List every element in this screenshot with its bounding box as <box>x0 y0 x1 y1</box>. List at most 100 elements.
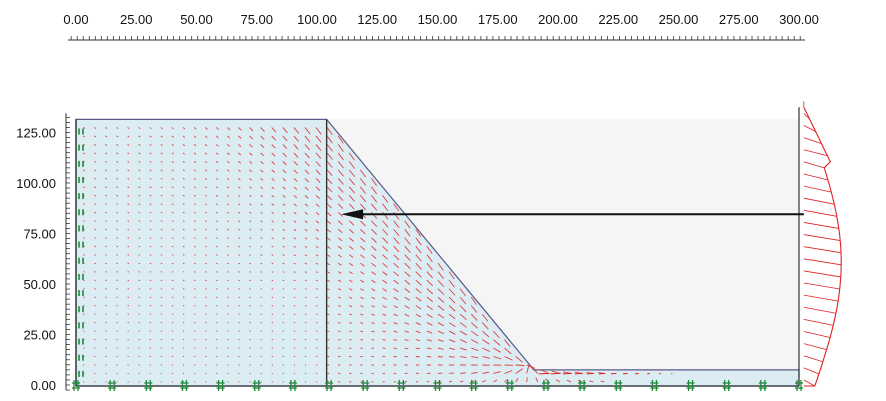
displacement-vector <box>216 263 217 264</box>
displacement-vector <box>194 238 195 239</box>
displacement-vector <box>338 323 340 324</box>
load-diagram-arrow <box>804 210 837 216</box>
displacement-vector <box>449 373 454 374</box>
displacement-vector <box>659 373 661 374</box>
displacement-vector <box>250 263 251 264</box>
displacement-vector <box>261 263 262 264</box>
x-tick-label: 75.00 <box>240 12 273 27</box>
y-tick-label: 50.00 <box>23 277 56 292</box>
displacement-vector <box>172 246 173 247</box>
displacement-vector <box>227 272 228 273</box>
displacement-vector <box>150 255 151 256</box>
load-diagram-arrow <box>804 247 841 253</box>
displacement-vector <box>150 229 151 230</box>
displacement-vector <box>205 246 206 247</box>
load-diagram-arrow <box>804 259 841 265</box>
displacement-vector <box>116 212 118 213</box>
load-diagram-arrow <box>804 150 828 156</box>
displacement-vector <box>150 221 151 222</box>
displacement-vector <box>671 373 672 374</box>
displacement-vector <box>94 221 96 222</box>
displacement-vector <box>371 340 374 341</box>
displacement-vector <box>227 263 228 264</box>
displacement-vector <box>94 212 96 213</box>
displacement-vector <box>527 377 528 382</box>
y-tick-label: 25.00 <box>23 328 56 343</box>
load-diagram-arrow <box>804 162 824 168</box>
load-diagram-arrow <box>804 319 833 325</box>
displacement-vector <box>623 373 628 374</box>
x-tick-label: 25.00 <box>120 12 153 27</box>
displacement-vector <box>139 246 140 247</box>
displacement-vector <box>250 272 251 273</box>
displacement-vector <box>216 246 217 247</box>
x-tick-label: 50.00 <box>180 12 213 27</box>
displacement-vector <box>316 289 318 290</box>
displacement-vector <box>261 272 262 273</box>
displacement-vector <box>83 221 85 222</box>
load-diagram-arrow <box>804 356 823 362</box>
x-tick-label: 275.00 <box>719 12 759 27</box>
x-tick-label: 200.00 <box>538 12 578 27</box>
x-tick-label: 175.00 <box>478 12 518 27</box>
load-diagram-arrow <box>804 307 836 313</box>
load-diagram-arrow <box>804 222 839 228</box>
displacement-vector <box>635 373 639 374</box>
displacement-vector <box>161 246 162 247</box>
displacement-vector <box>516 365 525 366</box>
displacement-vector <box>599 373 605 374</box>
displacement-vector <box>360 331 363 332</box>
load-diagram-outline <box>804 107 841 386</box>
displacement-vector <box>83 238 84 239</box>
y-tick-label: 75.00 <box>23 227 56 242</box>
displacement-vector <box>128 246 129 247</box>
displacement-vector <box>575 373 583 374</box>
load-diagram-arrow <box>804 235 840 241</box>
displacement-vector <box>283 289 284 290</box>
displacement-vector <box>116 229 118 230</box>
displacement-vector <box>205 255 206 256</box>
displacement-vector <box>250 280 251 281</box>
displacement-vector <box>305 289 307 290</box>
displacement-vector <box>587 373 594 374</box>
displacement-vector <box>438 357 443 358</box>
displacement-vector <box>94 238 95 239</box>
displacement-vector <box>116 221 118 222</box>
displacement-vector <box>647 373 650 374</box>
y-tick-label: 125.00 <box>16 126 56 141</box>
displacement-vector <box>238 272 239 273</box>
displacement-vector <box>161 255 162 256</box>
x-tick-label: 150.00 <box>418 12 458 27</box>
displacement-vector <box>161 238 162 239</box>
displacement-vector <box>261 280 262 281</box>
displacement-vector <box>327 323 329 324</box>
load-diagram-arrow <box>804 198 834 204</box>
displacement-vector <box>294 289 295 290</box>
displacement-vector <box>105 238 106 239</box>
displacement-vector <box>194 255 195 256</box>
displacement-vector <box>283 272 284 273</box>
displacement-vector <box>539 373 550 374</box>
displacement-vector <box>272 272 273 273</box>
displacement-vector <box>305 297 306 298</box>
displacement-vector <box>83 204 85 205</box>
displacement-vector <box>383 340 386 341</box>
displacement-vector <box>238 255 239 256</box>
displacement-vector <box>161 221 162 222</box>
displacement-vector <box>194 229 195 230</box>
displacement-vector <box>183 246 184 247</box>
displacement-vector <box>128 229 129 230</box>
displacement-vector <box>205 238 206 239</box>
load-diagram-arrow <box>804 186 831 192</box>
displacement-vector <box>216 255 217 256</box>
displacement-vector <box>611 373 616 374</box>
displacement-vector <box>272 280 273 281</box>
displacement-vector <box>563 373 572 374</box>
displacement-vector <box>272 263 273 264</box>
load-diagram-arrow <box>804 271 841 277</box>
displacement-vector <box>227 246 228 247</box>
displacement-vector <box>238 246 239 247</box>
displacement-vector <box>128 221 130 222</box>
